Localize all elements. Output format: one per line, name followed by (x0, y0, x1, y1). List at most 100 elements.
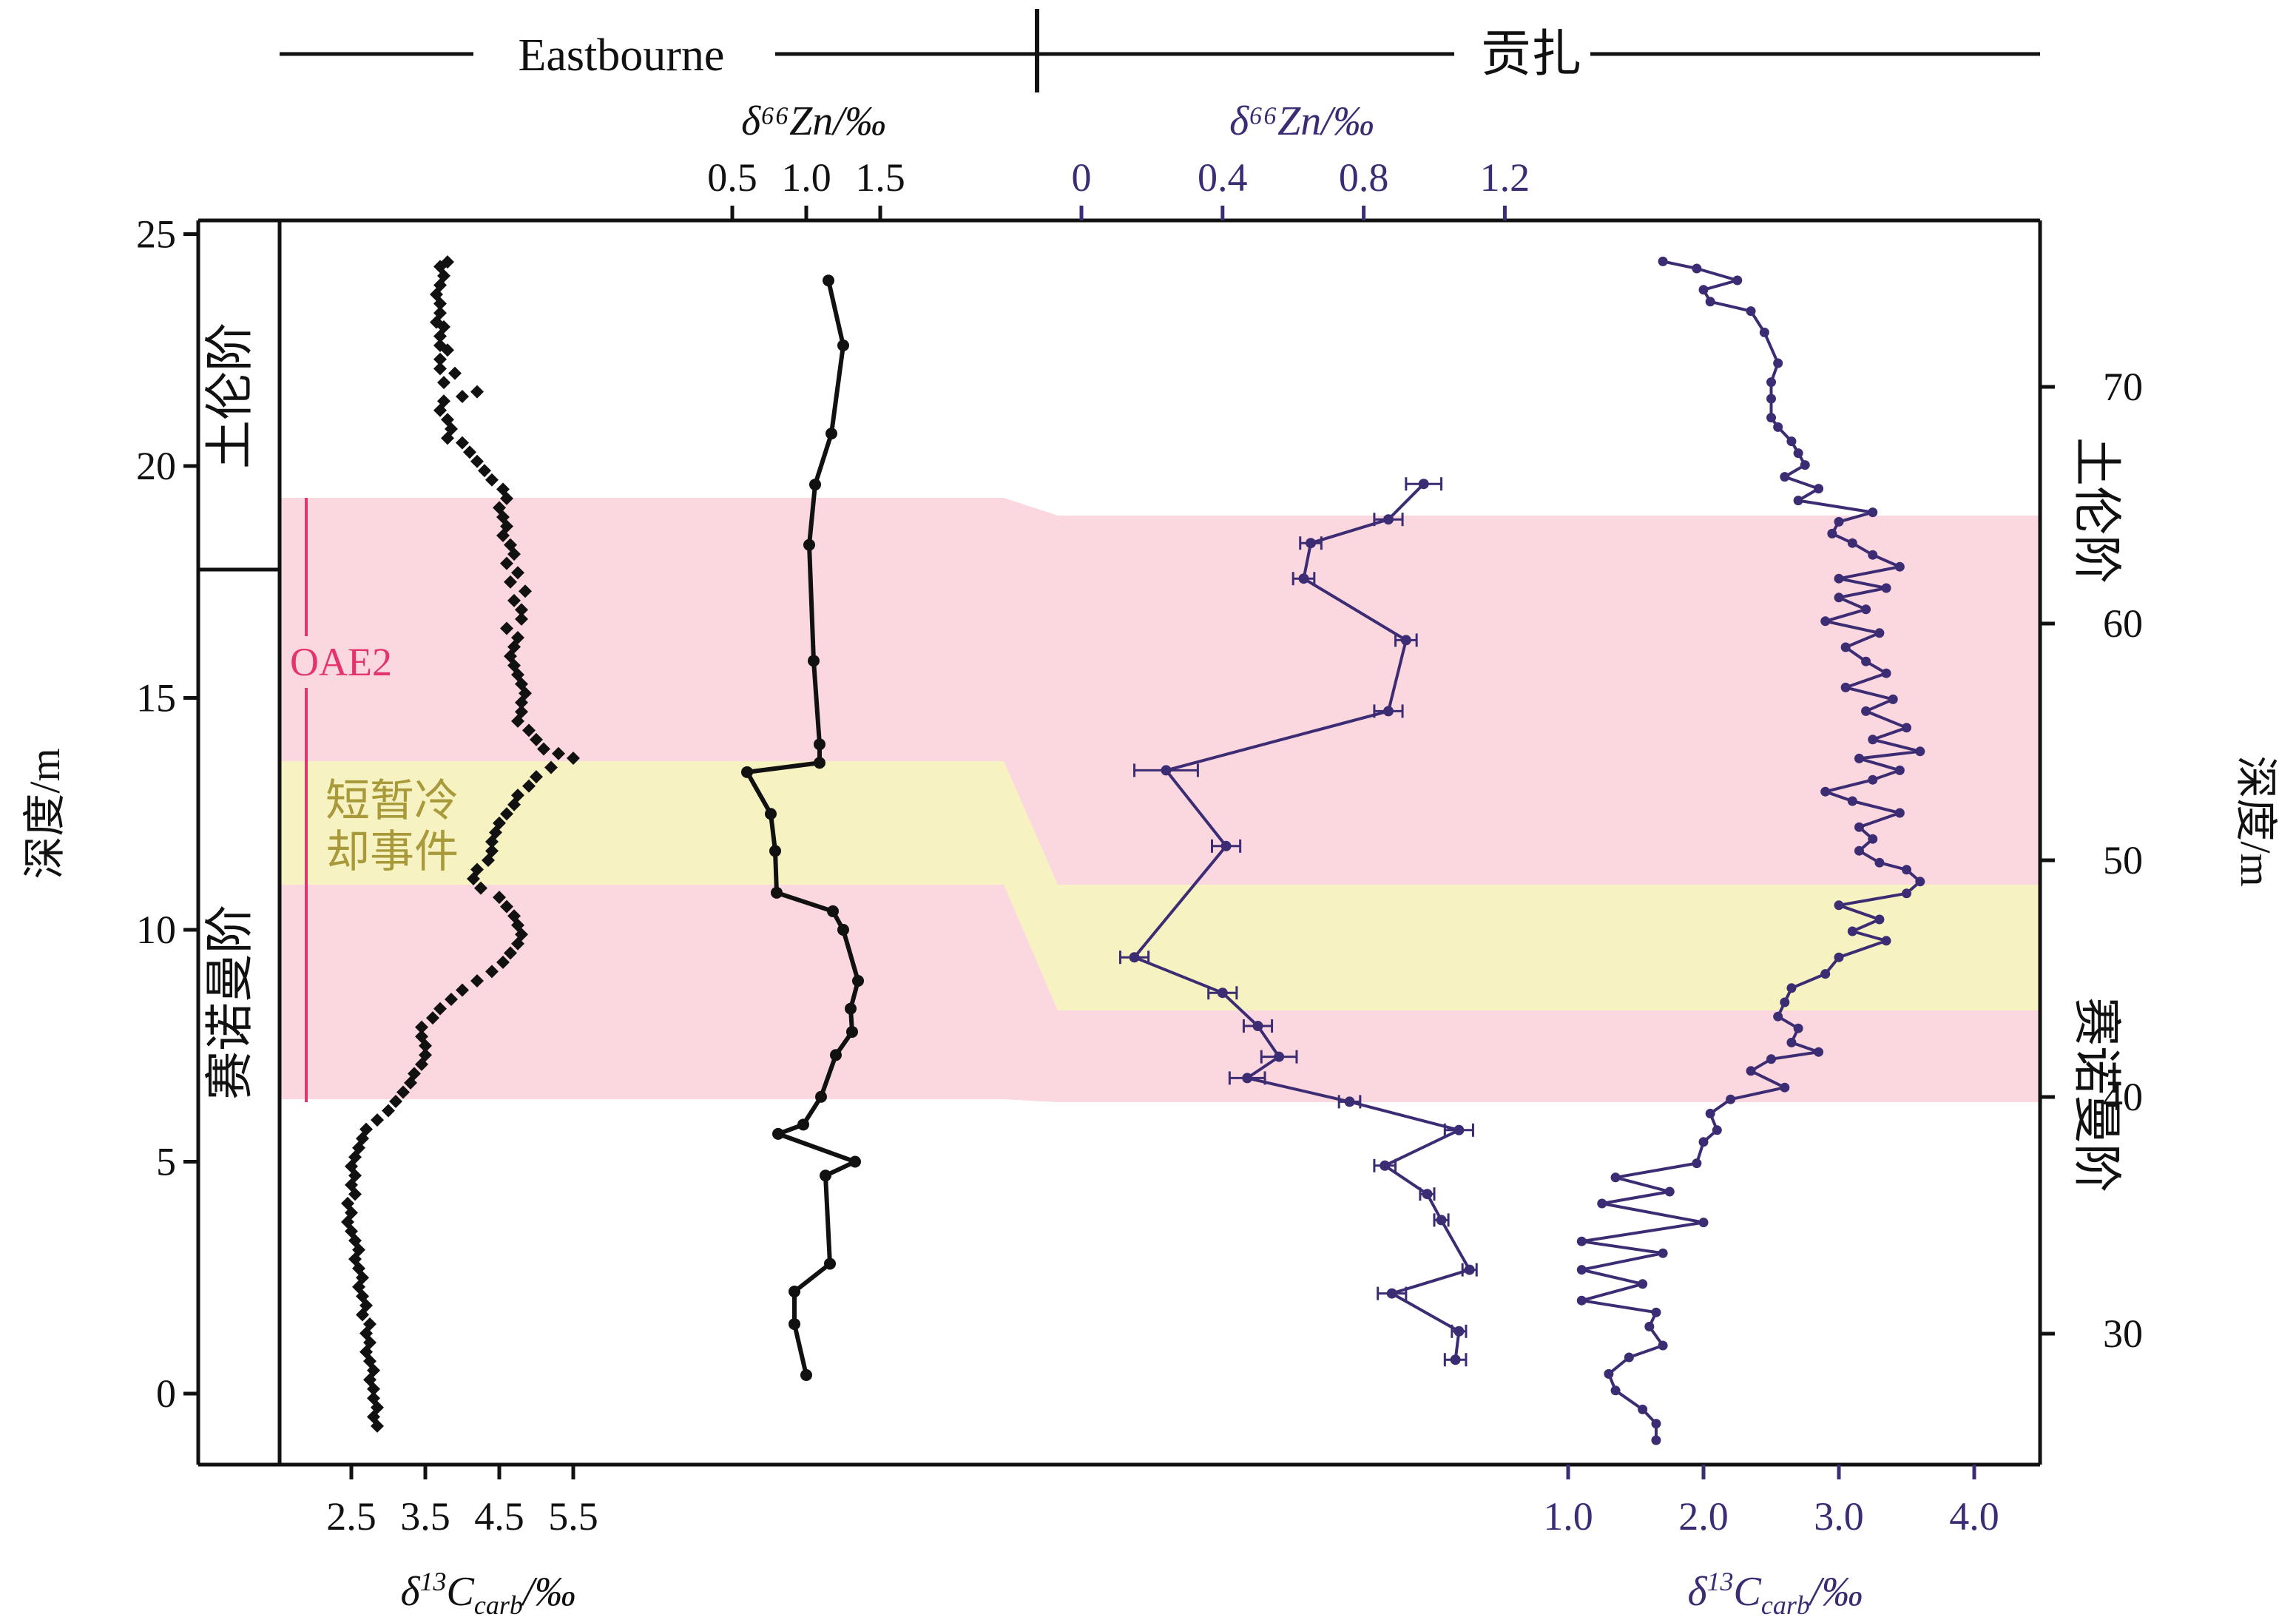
d13c-point (1820, 786, 1831, 797)
d13c-point (463, 445, 476, 459)
zn-point (1161, 765, 1172, 776)
d13c-point (1868, 774, 1878, 785)
d13c-point (396, 1085, 410, 1099)
d13c-point (1915, 877, 1925, 887)
d13c-point (1698, 285, 1709, 295)
d13c-point (1881, 936, 1891, 946)
zn-point (1129, 952, 1140, 963)
d13c-point (496, 529, 510, 543)
d13c-point (356, 1308, 369, 1322)
zn-point (800, 1368, 812, 1381)
d13c-point (1786, 1037, 1797, 1047)
top-black-x-tick-label: 0.5 (707, 155, 757, 200)
d13c-point (515, 612, 528, 626)
zn-point (1436, 1215, 1447, 1226)
d13c-point (1902, 865, 1911, 875)
zn-point (1217, 988, 1228, 999)
d13c-point (1840, 642, 1851, 652)
bottom-left-x-tick-label: 4.5 (474, 1494, 524, 1539)
header-eastbourne-label: Eastbourne (519, 30, 725, 81)
d13c-point (1766, 394, 1776, 404)
bottom-left-x-tick-label: 5.5 (548, 1494, 598, 1539)
zn-point (1298, 573, 1309, 584)
d13c-point (511, 566, 524, 580)
d13c-point (1610, 1172, 1621, 1183)
d13c-point (519, 584, 532, 598)
d13c-point (467, 872, 480, 886)
d13c-point (433, 352, 447, 366)
d13c-point (1576, 1236, 1587, 1246)
d13c-point (433, 362, 447, 376)
d13c-point (1861, 656, 1871, 666)
d13c-point (1894, 561, 1905, 572)
d13c-point (1820, 969, 1831, 979)
d13c-point (1888, 694, 1898, 704)
d13c-point (426, 1011, 439, 1025)
zn-point (1453, 1326, 1465, 1337)
d13c-point (522, 723, 536, 737)
d13c-point (433, 1002, 447, 1016)
zn-point (1386, 1288, 1397, 1299)
d13c-point (1780, 997, 1790, 1007)
zn-point (814, 738, 825, 751)
stage-turonian-right: 土伦阶 (2069, 437, 2123, 584)
d13c-point (433, 329, 447, 343)
d13c-point (500, 899, 513, 914)
zn-point (1242, 1073, 1253, 1084)
d13c-point (1874, 857, 1885, 868)
d13c-point (441, 343, 454, 357)
bottom-left-x-tick-label: 2.5 (326, 1494, 377, 1539)
left-y-tick-label: 25 (136, 212, 176, 257)
d13c-point (348, 1187, 362, 1201)
d13c-point (448, 366, 462, 380)
d13c-point (415, 1020, 428, 1034)
d13c-point (1651, 1435, 1661, 1445)
zn-point (852, 974, 864, 987)
d13c-point (500, 556, 513, 570)
d13c-point (1766, 1054, 1776, 1064)
d13c-point (1881, 668, 1891, 678)
d13c-point (1651, 1419, 1661, 1429)
d13c-point (552, 746, 565, 760)
d13c-point (1854, 845, 1864, 856)
d13c-point (530, 732, 543, 746)
d13c-point (515, 603, 528, 617)
d13c-point (1861, 706, 1871, 716)
d13c-point (1827, 528, 1837, 539)
d13c-point (1705, 1108, 1715, 1118)
d13c-point (507, 593, 521, 607)
header-gongzha-label: 贡扎 (1481, 26, 1581, 82)
d13c-point (389, 1094, 402, 1108)
d13c-point (1604, 1368, 1614, 1379)
right-y-tick-label: 30 (2103, 1312, 2143, 1356)
bottom-right-x-tick-label: 2.0 (1678, 1494, 1729, 1539)
d13c-point (1786, 436, 1797, 447)
d13c-point (367, 1382, 380, 1396)
zn-point (815, 1090, 827, 1103)
d13c-point (1746, 1066, 1756, 1076)
d13c-point (1644, 1321, 1655, 1331)
cooling-label-line2: 却事件 (325, 828, 459, 877)
d13c-point (1902, 723, 1911, 733)
zn-axis-title-purple: δ⁶⁶Zn/‰ (1229, 98, 1374, 144)
d13c-point (1868, 507, 1878, 518)
d13c-point (1759, 327, 1769, 337)
zn-point (789, 1317, 800, 1330)
zn-point (771, 886, 783, 899)
zn-point (1382, 706, 1394, 717)
d13c-point (1814, 1047, 1824, 1057)
d13c-point (1773, 422, 1783, 432)
stage-turonian-left: 土伦阶 (203, 323, 257, 469)
zn-point (809, 479, 821, 491)
d13c-point (1780, 1082, 1790, 1093)
d13c-point (474, 881, 487, 895)
top-purple-x-tick-label: 0 (1072, 155, 1092, 200)
zn-point (845, 1002, 857, 1015)
d13c-point (1834, 952, 1844, 962)
d13c-point (1746, 306, 1756, 317)
d13c-point (507, 797, 521, 811)
top-black-x-tick-label: 1.0 (781, 155, 831, 200)
zn-point (824, 1258, 836, 1270)
d13c-point (1638, 1404, 1648, 1414)
d13c-point (522, 779, 536, 793)
